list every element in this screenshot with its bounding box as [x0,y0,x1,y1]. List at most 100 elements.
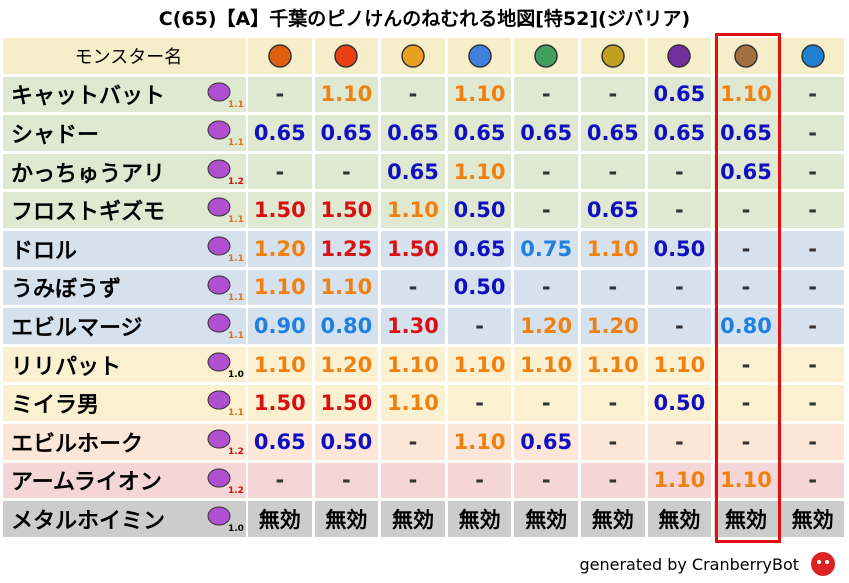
value-cell: - [780,308,845,344]
badge: 1.1 [228,254,244,264]
value-cell: 0.65 [714,115,778,151]
monster-icon [206,80,232,104]
element-icon-cell [514,38,578,74]
element-icon [334,44,359,68]
element-icon-cell [647,38,712,74]
value-cell: 0.50 [447,269,512,306]
value-cell: - [647,424,712,460]
value-cell: 1.20 [514,308,578,344]
value-cell: - [647,308,712,344]
value-cell: - [780,231,845,267]
value-cell: 1.20 [581,308,645,344]
monster-name: エビルマージ [3,308,246,344]
value-cell: 0.65 [314,115,379,151]
monster-icon [206,157,232,181]
value-cell: - [581,385,645,421]
value-cell: - [714,346,778,383]
value-cell: 無効 [248,501,312,537]
value-cell: 1.10 [248,346,312,383]
element-icon-cell [780,38,845,74]
monster-icon [206,427,232,451]
value-cell: - [780,76,845,113]
element-icon-cell [248,38,312,74]
monster-icon [206,118,232,142]
value-cell: 1.50 [248,385,312,421]
monster-icon [206,273,232,297]
value-cell: 1.25 [314,231,379,267]
value-cell: 無効 [514,501,578,537]
value-cell: 0.65 [248,115,312,151]
value-cell: 0.80 [714,308,778,344]
value-cell: 1.10 [714,462,778,499]
value-cell: 0.65 [714,153,778,190]
value-cell: 1.10 [248,269,312,306]
value-cell: - [714,385,778,421]
monster-name: うみぼうず [3,269,246,306]
monster-name: アームライオン [3,462,246,499]
value-cell: 1.50 [314,385,379,421]
badge: 1.1 [228,331,244,342]
element-icon [467,44,492,68]
value-cell: 0.75 [514,231,578,267]
value-cell: - [381,76,445,113]
value-cell: 1.10 [581,346,645,383]
value-cell: 0.65 [514,424,578,460]
footer: generated by CranberryBot [579,555,799,574]
value-cell: - [780,115,845,151]
value-cell: - [647,269,712,306]
monster-icon [206,504,232,528]
value-cell: 0.65 [581,115,645,151]
element-icon-cell [447,38,512,74]
value-cell: - [581,269,645,306]
value-cell: - [714,424,778,460]
value-cell: - [248,462,312,499]
value-cell: - [780,346,845,383]
element-icon [734,44,758,68]
value-cell: 0.65 [381,115,445,151]
monster-name: エビルホーク [3,424,246,460]
value-cell: 無効 [381,501,445,537]
value-cell: 1.10 [314,76,379,113]
monster-name: シャドー [3,115,246,151]
value-cell: - [581,462,645,499]
value-cell: 1.10 [314,269,379,306]
value-cell: 1.50 [248,192,312,228]
value-cell: - [780,153,845,190]
value-cell: 1.10 [447,346,512,383]
value-cell: - [780,385,845,421]
badge: 1.1 [228,408,244,419]
value-cell: - [780,269,845,306]
value-cell: 1.10 [447,76,512,113]
monster-name: ミイラ男 [3,385,246,421]
badge: 1.2 [228,485,244,496]
element-icon [534,44,558,68]
value-cell: 無効 [647,501,712,537]
value-cell: 1.10 [581,231,645,267]
element-icon-cell [314,38,379,74]
value-cell: - [714,231,778,267]
value-cell: 1.10 [647,462,712,499]
value-cell: 1.10 [381,385,445,421]
value-cell: - [780,462,845,499]
value-cell: - [447,462,512,499]
badge: 1.2 [228,176,244,187]
value-cell: 0.50 [447,192,512,228]
value-cell: - [581,153,645,190]
value-cell: 1.20 [314,346,379,383]
value-cell: 0.50 [314,424,379,460]
value-cell: 0.65 [381,153,445,190]
badge: 1.2 [228,447,244,457]
value-cell: 無効 [581,501,645,537]
monster-name: ドロル [3,231,246,267]
value-cell: 1.10 [714,76,778,113]
value-cell: - [514,269,578,306]
value-cell: - [647,153,712,190]
value-cell: 1.30 [381,308,445,344]
monster-icon [206,234,232,258]
element-icon [401,44,425,68]
value-cell: 無効 [447,501,512,537]
badge: 1.1 [228,292,244,303]
value-cell: - [248,76,312,113]
value-cell: 1.50 [381,231,445,267]
value-cell: 0.50 [647,231,712,267]
